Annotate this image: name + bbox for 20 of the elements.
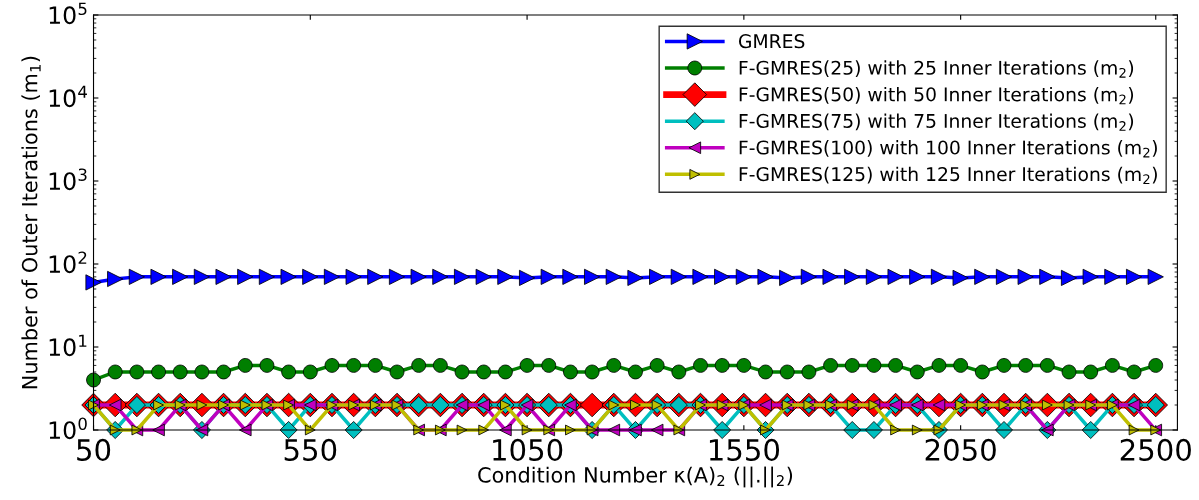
y-tick-label: 10$^{4}$: [49, 85, 87, 108]
y-axis-title: Number of Outer Iterations (m$_{1}$): [21, 56, 41, 389]
legend-label: F-GMRES(50) with 50 Inner Iterations (m$_{2}$): [739, 86, 1134, 105]
y-tick-label: 10$^{1}$: [49, 334, 87, 357]
legend-label: F-GMRES(125) with 125 Inner Iterations (m$_{2}$): [739, 166, 1157, 184]
x-tick-label: 1550: [709, 438, 780, 461]
x-tick-label: 50: [77, 438, 111, 461]
x-tick-label: 2050: [925, 438, 996, 461]
y-tick-label: 10$^{0}$: [49, 417, 87, 440]
legend-label: F-GMRES(75) with 75 Inner Iterations (m$_{2}$): [739, 113, 1134, 131]
x-tick-label: 1050: [493, 438, 563, 461]
y-tick-label: 10$^{5}$: [49, 2, 87, 25]
x-tick-label: 2500: [1120, 438, 1191, 461]
legend-label: GMRES: [738, 34, 805, 49]
y-tick-label: 10$^{3}$: [49, 168, 87, 191]
legend-label: F-GMRES(25) with 25 Inner Iterations (m$_{2}$): [739, 60, 1134, 78]
legend-label: F-GMRES(100) with 100 Inner Iterations (m$_{2}$): [739, 140, 1157, 158]
x-tick-label: 550: [284, 438, 337, 461]
x-axis-title: Condition Number κ(A)$_{2}$ (||.||$_{2}$): [478, 466, 793, 488]
y-tick-label: 10$^{2}$: [49, 251, 87, 274]
